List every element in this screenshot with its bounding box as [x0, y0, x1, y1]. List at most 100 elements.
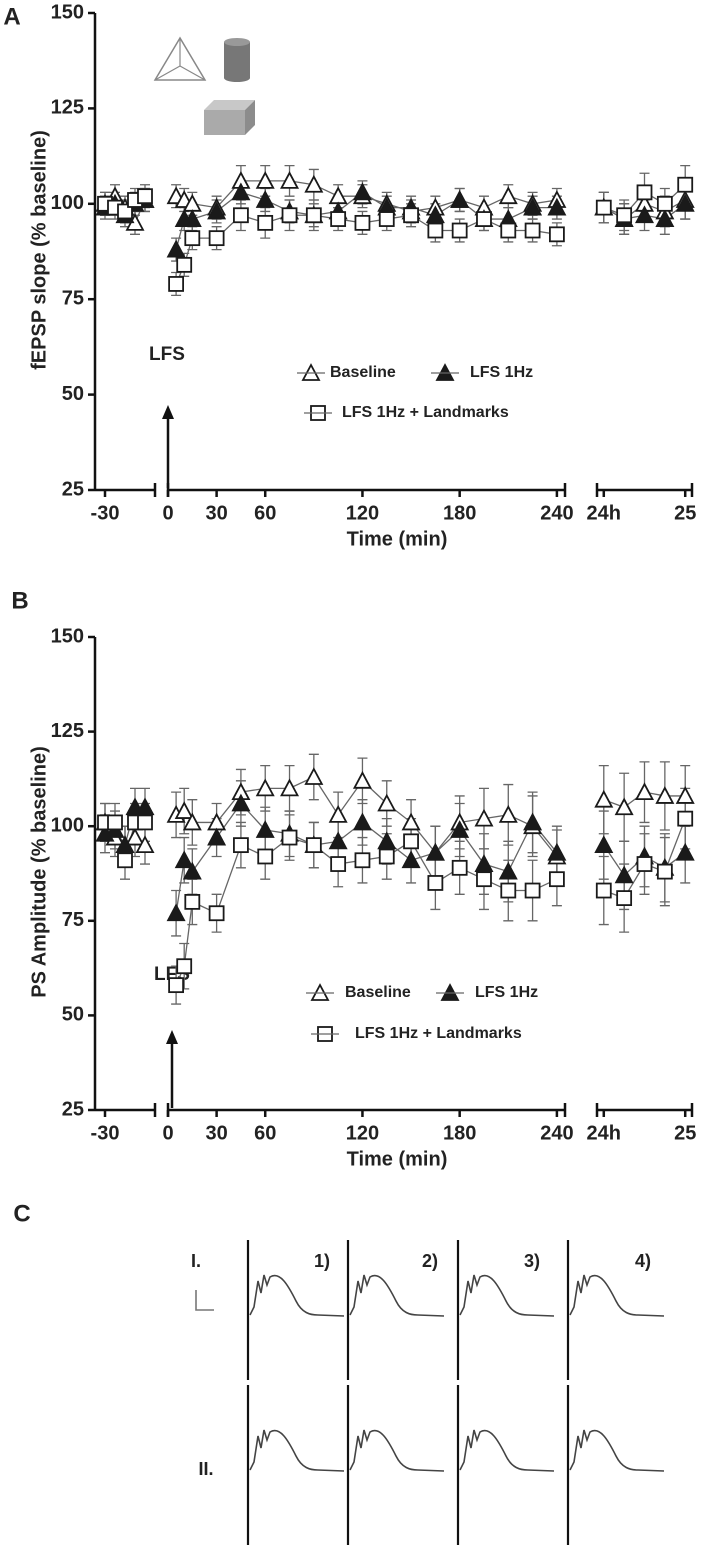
marker	[354, 214, 371, 231]
column-label: 2)	[422, 1251, 438, 1271]
marker	[636, 856, 653, 872]
marker	[675, 842, 695, 861]
marker	[182, 209, 202, 227]
x-tick-label: 240	[540, 502, 573, 524]
marker	[616, 890, 633, 906]
y-tick-label: 125	[51, 97, 84, 119]
marker	[135, 835, 155, 854]
marker	[498, 861, 518, 880]
marker	[635, 205, 654, 224]
legend-label: Baseline	[330, 364, 396, 381]
y-tick-label: 150	[51, 1, 84, 23]
marker	[207, 201, 227, 220]
x-tick-label: 120	[346, 1122, 379, 1144]
x-tick-label: 120	[346, 502, 379, 524]
marker	[174, 850, 194, 869]
trace	[249, 1429, 345, 1472]
marker	[182, 861, 202, 880]
marker	[523, 197, 543, 216]
marker	[233, 207, 249, 224]
row-label: II.	[198, 1459, 213, 1479]
marker	[401, 812, 421, 831]
marker	[208, 905, 225, 922]
x-tick-label: 180	[443, 502, 476, 524]
marker	[524, 222, 541, 239]
marker	[328, 831, 348, 850]
x-tick-label: 0	[162, 502, 173, 524]
legend-label: LFS 1Hz	[475, 984, 538, 1001]
marker	[305, 207, 322, 224]
x-tick-label: 30	[205, 502, 227, 524]
marker	[403, 207, 419, 224]
marker	[184, 893, 201, 910]
trace	[459, 1429, 555, 1472]
marker	[474, 854, 494, 872]
trace	[569, 1429, 665, 1472]
panel-label: A	[3, 3, 20, 30]
marker	[117, 203, 133, 220]
marker	[182, 812, 202, 831]
marker	[280, 778, 300, 797]
trace	[349, 1274, 445, 1317]
marker	[500, 882, 517, 899]
marker	[117, 852, 133, 869]
marker	[401, 850, 421, 869]
marker	[207, 827, 227, 846]
marker	[498, 186, 518, 205]
arrow-head	[162, 405, 174, 419]
marker	[655, 209, 675, 227]
marker	[548, 226, 565, 243]
marker	[352, 182, 372, 201]
marker	[176, 958, 193, 975]
marker	[500, 222, 517, 239]
marker	[184, 230, 201, 247]
marker	[614, 865, 634, 884]
x-tick-label: 60	[254, 1122, 276, 1144]
marker	[330, 211, 347, 227]
panel-label: B	[11, 587, 28, 614]
x-tick-label: 0	[162, 1122, 173, 1144]
x-tick-label: 30	[205, 1122, 227, 1144]
marker	[257, 848, 274, 865]
marker	[176, 256, 193, 273]
marker	[595, 882, 612, 899]
marker	[107, 814, 123, 831]
marker	[656, 863, 673, 880]
marker	[427, 875, 444, 891]
y-tick-label: 100	[51, 814, 84, 836]
y-tick-label: 125	[51, 720, 84, 742]
trace	[459, 1274, 555, 1317]
marker	[614, 797, 634, 816]
row-label: I.	[191, 1251, 201, 1271]
y-tick-label: 75	[62, 287, 84, 309]
marker	[377, 831, 397, 850]
legend-label: Baseline	[345, 984, 411, 1001]
x-tick-label: 24h	[587, 1122, 621, 1144]
x-tick-label: 60	[254, 502, 276, 524]
marker	[352, 770, 372, 789]
marker	[656, 195, 673, 212]
marker	[125, 827, 145, 846]
marker	[403, 833, 419, 850]
column-label: 3)	[524, 1251, 540, 1271]
x-tick-label: 180	[443, 1122, 476, 1144]
x-tick-label: -30	[91, 1122, 120, 1144]
marker	[635, 782, 654, 801]
y-axis-title: PS Amplitude (% baseline)	[28, 746, 50, 998]
marker	[168, 977, 185, 994]
marker	[377, 793, 397, 812]
marker	[304, 174, 324, 193]
marker	[281, 207, 298, 224]
marker	[476, 211, 492, 227]
marker	[524, 882, 541, 899]
x-axis-title: Time (min)	[347, 1148, 448, 1170]
x-tick-label: 24h	[587, 502, 621, 524]
marker	[425, 205, 445, 224]
marker	[354, 852, 371, 869]
annotation: LFS	[149, 344, 185, 365]
marker	[137, 814, 153, 831]
marker	[675, 193, 695, 212]
x-tick-label: 25	[674, 1122, 696, 1144]
marker	[115, 835, 135, 854]
